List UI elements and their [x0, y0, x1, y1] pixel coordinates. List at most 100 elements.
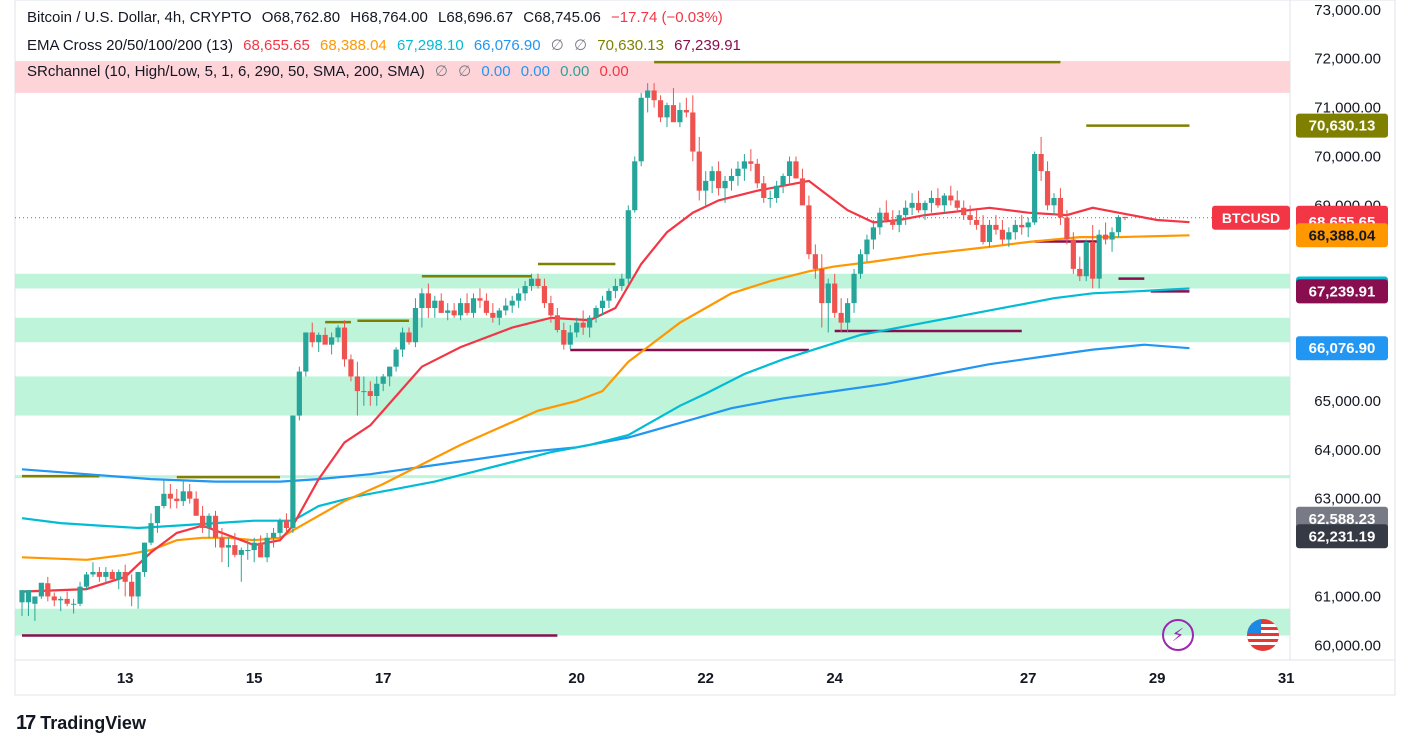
candle-body: [458, 303, 464, 316]
candle-body: [967, 215, 973, 220]
candle-body: [541, 286, 548, 304]
ema-legend: EMA Cross 20/50/100/200 (13) 68,655.65 6…: [27, 36, 747, 54]
candle-body: [141, 542, 148, 572]
candle-body: [251, 542, 257, 550]
candle-body: [580, 322, 586, 328]
candle: [387, 366, 393, 387]
symbol-name[interactable]: Bitcoin / U.S. Dollar, 4h, CRYPTO: [27, 9, 252, 26]
candle: [1012, 220, 1018, 240]
candle-body: [1090, 242, 1096, 279]
candle-body: [986, 224, 993, 242]
candle: [593, 305, 599, 323]
candle: [825, 278, 831, 333]
candle: [399, 327, 406, 357]
candle-body: [45, 583, 51, 597]
ema-value: 67,239.91: [674, 37, 741, 54]
candle-body: [922, 202, 928, 211]
candle: [141, 542, 148, 577]
candle-body: [883, 212, 889, 220]
candle-body: [748, 161, 754, 164]
close-value: C68,745.06: [523, 9, 601, 26]
candle: [599, 295, 606, 316]
candle: [883, 200, 889, 223]
ema-value: ∅: [550, 37, 564, 54]
y-tick-label: 71,000.00: [1314, 100, 1381, 117]
candle: [993, 215, 999, 235]
candle: [1070, 232, 1076, 274]
candle-body: [1109, 232, 1115, 240]
us-flag-icon[interactable]: [1247, 619, 1279, 651]
candle: [580, 310, 586, 335]
candle-body: [1083, 242, 1089, 277]
candle-body: [890, 220, 896, 225]
candle-body: [638, 97, 644, 162]
candle: [174, 488, 180, 509]
candle-body: [25, 590, 32, 603]
candle-body: [1025, 222, 1031, 228]
candle: [748, 149, 754, 172]
candle: [1083, 239, 1089, 282]
candle-body: [587, 317, 593, 328]
candle-body: [993, 224, 999, 230]
candle: [980, 215, 986, 245]
candle: [329, 332, 335, 355]
candle-body: [212, 515, 219, 538]
candle-body: [806, 205, 812, 255]
candle: [877, 207, 883, 235]
candle-body: [329, 337, 335, 345]
candle: [1103, 222, 1109, 245]
candle-body: [845, 303, 851, 323]
candle: [735, 161, 741, 186]
candle: [548, 295, 554, 323]
price-label-bg: [1296, 336, 1388, 361]
ema-indicator-label[interactable]: EMA Cross 20/50/100/200 (13): [27, 37, 233, 54]
y-tick-label: 70,000.00: [1314, 148, 1381, 165]
candle: [380, 374, 386, 392]
candle: [716, 161, 722, 196]
candle: [419, 288, 425, 328]
candle-body: [793, 161, 799, 179]
sr-indicator-label[interactable]: SRchannel (10, High/Low, 5, 1, 6, 290, 5…: [27, 63, 425, 80]
candle: [1051, 193, 1057, 216]
candle-body: [361, 391, 367, 393]
candle-body: [812, 254, 818, 269]
price-label: 67,239.91: [1296, 279, 1388, 304]
price-label-text: 66,076.90: [1309, 340, 1376, 357]
candle: [941, 193, 947, 213]
bolt-icon[interactable]: ⚡: [1162, 619, 1194, 651]
candle: [32, 596, 38, 621]
candle-body: [632, 161, 638, 211]
candle: [1044, 161, 1051, 211]
candle-body: [32, 596, 38, 604]
candle-body: [58, 598, 64, 601]
x-tick-label: 24: [826, 670, 843, 687]
y-tick-label: 61,000.00: [1314, 588, 1381, 605]
candle-body: [696, 151, 702, 191]
candle-body: [664, 105, 670, 118]
candle-body: [851, 273, 857, 304]
candle-body: [999, 229, 1005, 240]
candle: [290, 415, 296, 533]
candle-body: [322, 334, 328, 345]
candle: [77, 581, 83, 607]
candle-body: [438, 300, 444, 313]
candle: [154, 506, 161, 533]
candle-body: [1044, 171, 1051, 206]
candle: [270, 528, 277, 548]
price-label-bg: [1296, 279, 1388, 304]
candle-body: [1019, 224, 1025, 228]
candle: [58, 596, 64, 612]
candle-body: [903, 207, 909, 216]
ema20-line: [21, 179, 1190, 593]
candle: [638, 92, 644, 167]
candle-body: [451, 310, 457, 316]
symbol-tag: BTCUSD: [1222, 210, 1280, 226]
candle: [96, 567, 102, 582]
candle: [522, 281, 528, 301]
candle-body: [767, 198, 773, 199]
candle: [1090, 224, 1096, 289]
candle: [451, 303, 457, 318]
candle: [45, 576, 51, 602]
candle: [109, 569, 115, 580]
